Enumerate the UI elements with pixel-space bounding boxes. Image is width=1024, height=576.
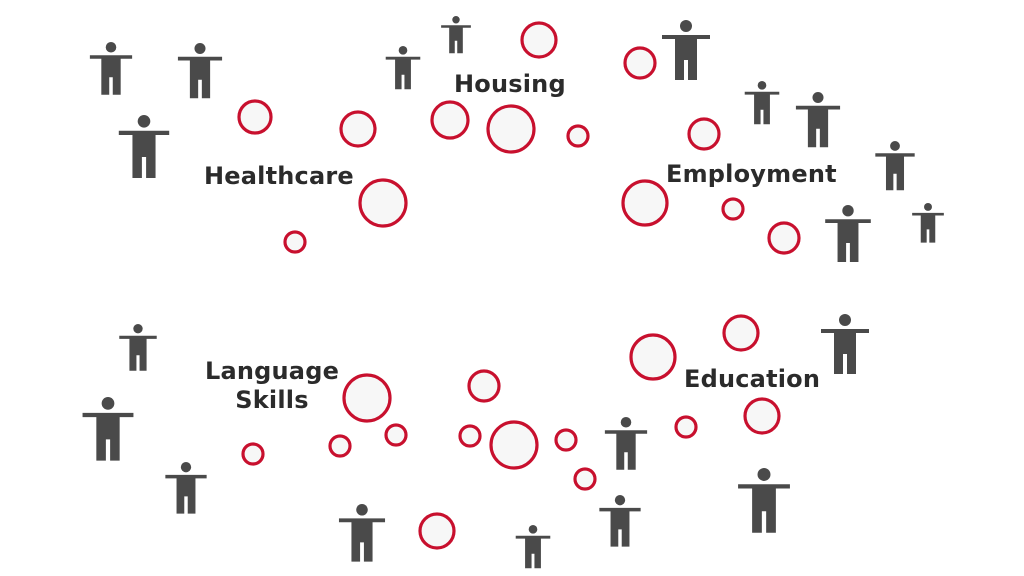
person-body-icon	[912, 212, 944, 243]
person-icon	[821, 314, 869, 374]
person-icon	[441, 16, 471, 54]
circle-icon	[339, 110, 377, 148]
bubbles-group	[237, 21, 801, 550]
person-head-icon	[680, 20, 692, 32]
person-icon	[912, 203, 944, 243]
circle-icon	[384, 423, 408, 447]
person-head-icon	[842, 205, 854, 217]
person-icon	[825, 205, 871, 262]
circle-icon	[621, 179, 669, 227]
person-body-icon	[738, 484, 790, 533]
circle-icon	[283, 230, 307, 254]
person-icon	[795, 92, 841, 148]
label-education: Education	[684, 365, 821, 393]
person-icon	[604, 417, 648, 470]
circle-icon	[767, 221, 801, 255]
person-head-icon	[452, 16, 460, 24]
person-body-icon	[441, 25, 471, 54]
person-icon	[165, 462, 207, 514]
label-employment: Employment	[666, 160, 837, 188]
person-head-icon	[757, 468, 771, 481]
person-body-icon	[795, 105, 841, 148]
person-head-icon	[528, 525, 538, 534]
circle-icon	[467, 369, 501, 403]
circle-icon	[342, 373, 392, 423]
person-body-icon	[825, 219, 871, 262]
person-body-icon	[338, 518, 386, 562]
circle-icon	[486, 104, 536, 154]
label-healthcare: Healthcare	[204, 162, 354, 190]
person-icon	[662, 20, 710, 80]
person-head-icon	[812, 92, 824, 104]
circle-icon	[489, 420, 539, 470]
person-head-icon	[398, 46, 408, 55]
person-body-icon	[599, 507, 641, 547]
person-icon	[515, 525, 551, 569]
person-icon	[875, 141, 915, 191]
person-icon	[177, 43, 223, 99]
person-icon	[599, 495, 641, 547]
circle-icon	[629, 333, 677, 381]
person-icon	[338, 504, 386, 562]
person-head-icon	[180, 462, 192, 473]
person-head-icon	[890, 141, 900, 151]
person-body-icon	[119, 335, 157, 371]
person-body-icon	[82, 412, 134, 461]
person-head-icon	[101, 397, 115, 410]
person-icon	[744, 81, 780, 125]
person-body-icon	[385, 56, 421, 90]
circle-icon	[520, 21, 558, 59]
circle-icon	[743, 397, 781, 435]
circle-icon	[237, 99, 273, 135]
label-language-skills: Language Skills	[204, 357, 340, 414]
person-head-icon	[839, 314, 851, 326]
people-group	[82, 16, 944, 569]
circle-icon	[358, 178, 408, 228]
circle-icon	[623, 46, 657, 80]
circle-icon	[554, 428, 578, 452]
person-icon	[119, 324, 157, 371]
circle-icon	[687, 117, 721, 151]
person-body-icon	[118, 130, 170, 178]
label-housing: Housing	[454, 70, 566, 98]
circle-icon	[241, 442, 265, 466]
person-head-icon	[620, 417, 632, 428]
circle-icon	[573, 467, 597, 491]
person-body-icon	[875, 153, 915, 191]
person-icon	[118, 115, 170, 178]
person-head-icon	[924, 203, 932, 211]
person-body-icon	[744, 91, 780, 125]
person-body-icon	[165, 474, 207, 514]
person-body-icon	[604, 430, 648, 470]
circle-icon	[458, 424, 482, 448]
person-body-icon	[515, 535, 551, 569]
person-body-icon	[177, 56, 223, 99]
person-head-icon	[614, 495, 626, 506]
circle-icon	[418, 512, 456, 550]
person-body-icon	[662, 35, 710, 80]
person-head-icon	[137, 115, 151, 128]
person-head-icon	[757, 81, 767, 90]
person-icon	[82, 397, 134, 461]
circle-icon	[430, 100, 470, 140]
circle-icon	[328, 434, 352, 458]
circle-icon	[674, 415, 698, 439]
circle-icon	[721, 197, 745, 221]
circle-icon	[566, 124, 590, 148]
person-icon	[89, 42, 133, 95]
person-head-icon	[133, 324, 143, 334]
person-head-icon	[356, 504, 368, 516]
circle-icon	[722, 314, 760, 352]
person-icon	[738, 468, 790, 533]
person-head-icon	[194, 43, 206, 55]
person-body-icon	[89, 55, 133, 95]
person-icon	[385, 46, 421, 90]
person-body-icon	[821, 329, 869, 374]
person-head-icon	[105, 42, 117, 53]
